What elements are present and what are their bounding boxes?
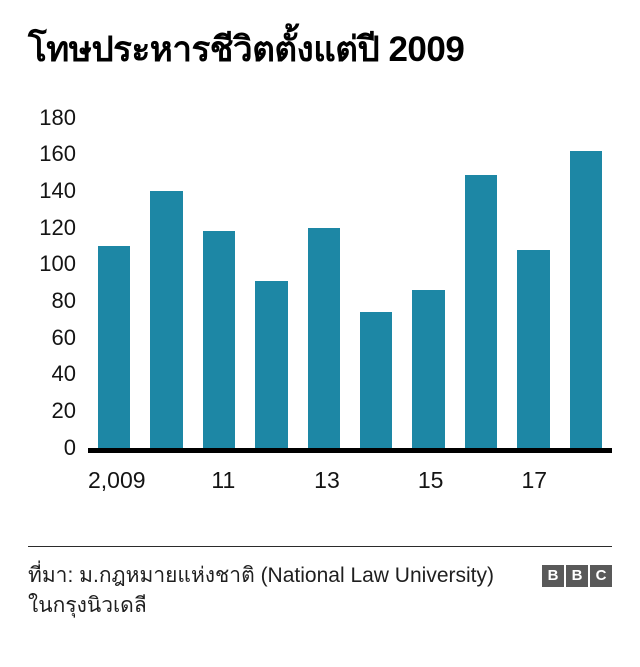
bar-slot <box>402 118 454 448</box>
bbc-logo-block-c: C <box>590 564 612 587</box>
bar-2013 <box>307 227 341 448</box>
bar-2018 <box>569 150 603 448</box>
bar-2014 <box>359 312 393 448</box>
y-axis-label: 140 <box>39 178 76 204</box>
bar-slot <box>140 118 192 448</box>
page-title: โทษประหารชีวิตตั้งแต่ปี 2009 <box>28 30 465 69</box>
y-axis-label: 100 <box>39 251 76 277</box>
y-axis: 0 20 40 60 80 100 120 140 160 180 <box>28 105 88 460</box>
x-axis-label: 11 <box>211 466 236 493</box>
bar-slot <box>455 118 507 448</box>
y-axis-label: 120 <box>39 214 76 240</box>
bar-slot <box>193 118 245 448</box>
bar-chart: 0 20 40 60 80 100 120 140 160 180 2,009 11 13 15 17 <box>28 105 612 494</box>
x-axis-label <box>146 467 198 494</box>
y-axis-label: 40 <box>51 361 76 387</box>
bar-2016 <box>464 174 498 448</box>
x-axis-labels: 2,009 11 13 15 17 <box>88 467 612 494</box>
source-text: ที่มา: ม.กฎหมายแห่งชาติ (National Law Un… <box>28 563 494 618</box>
bar-2011 <box>202 231 236 448</box>
bar-slot <box>350 118 402 448</box>
x-axis-label: 15 <box>417 466 444 493</box>
bbc-logo-block-b2: B <box>566 564 588 587</box>
bar-2015 <box>412 290 445 448</box>
bar-slot <box>298 118 350 448</box>
bbc-logo: B B C <box>542 564 612 587</box>
bar-2012 <box>255 280 288 448</box>
bar-slot <box>507 118 559 448</box>
y-axis-label: 20 <box>51 398 76 424</box>
x-axis-label <box>249 467 301 494</box>
y-axis-label: 0 <box>63 434 76 460</box>
x-axis-label <box>353 467 405 494</box>
x-axis-label: 17 <box>521 466 548 493</box>
bar-2010 <box>150 191 183 448</box>
x-axis-label <box>457 467 509 494</box>
x-axis-label <box>560 467 612 494</box>
bar-slot <box>560 118 612 448</box>
y-axis-label: 60 <box>51 324 76 350</box>
x-axis-label: 13 <box>314 466 340 493</box>
footer: ที่มา: ม.กฎหมายแห่งชาติ (National Law Un… <box>28 561 612 622</box>
plot-area <box>88 118 612 453</box>
y-axis-label: 80 <box>51 288 76 314</box>
footer-divider <box>28 545 612 547</box>
y-axis-label: 160 <box>39 141 76 167</box>
bar-slot <box>245 118 297 448</box>
bar-2009 <box>97 246 131 448</box>
bar-slot <box>88 118 140 448</box>
y-axis-label: 180 <box>39 104 76 130</box>
bar-2017 <box>517 249 550 448</box>
bbc-logo-block-b1: B <box>542 564 564 587</box>
x-axis-label: 2,009 <box>88 466 146 493</box>
plot-wrap: 2,009 11 13 15 17 <box>88 118 612 494</box>
